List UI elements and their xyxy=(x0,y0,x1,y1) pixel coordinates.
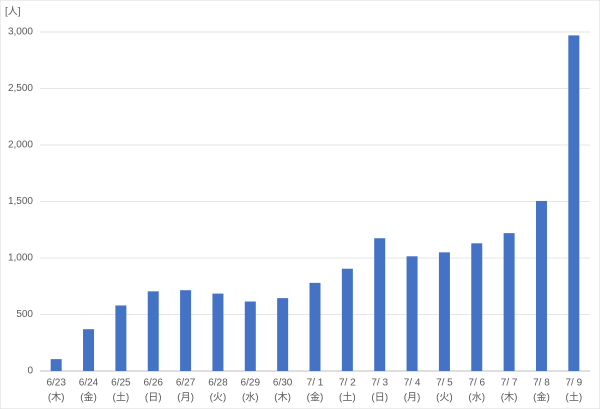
y-tick-label: 1,500 xyxy=(8,196,33,207)
bar xyxy=(180,290,192,371)
x-tick-label: 6/28 xyxy=(208,378,228,389)
x-tick-label: (月) xyxy=(177,392,194,404)
y-tick-label: 0 xyxy=(27,366,33,377)
x-tick-label: (木) xyxy=(48,392,65,404)
x-tick-label: (土) xyxy=(339,391,356,404)
y-tick-label: 2,500 xyxy=(8,83,33,94)
x-tick-label: (水) xyxy=(242,392,259,404)
x-tick-label: (金) xyxy=(80,391,97,404)
bar xyxy=(406,256,418,371)
y-tick-label: 3,000 xyxy=(8,27,33,38)
x-tick-label: 6/24 xyxy=(79,378,99,389)
x-tick-label: (月) xyxy=(404,392,421,404)
x-tick-label: 7/ 4 xyxy=(404,378,421,389)
bar xyxy=(309,282,321,371)
x-tick-label: 6/23 xyxy=(46,378,66,389)
x-tick-label: 6/25 xyxy=(111,378,131,389)
x-tick-label: 7/ 2 xyxy=(339,378,356,389)
x-tick-label: 7/ 1 xyxy=(307,378,324,389)
x-tick-label: 7/ 7 xyxy=(501,378,518,389)
x-tick-label: 7/ 6 xyxy=(468,378,485,389)
y-tick-label: 1,000 xyxy=(8,253,33,264)
bar xyxy=(535,200,547,371)
bar xyxy=(147,291,159,371)
y-axis-label: [人] xyxy=(5,6,21,18)
x-tick-label: 6/29 xyxy=(241,378,261,389)
x-tick-label: 6/30 xyxy=(273,378,293,389)
x-tick-label: (金) xyxy=(533,391,550,404)
bar xyxy=(244,301,256,371)
x-tick-label: 6/26 xyxy=(144,378,164,389)
x-tick-label: 6/27 xyxy=(176,378,196,389)
bar xyxy=(471,243,483,371)
x-tick-label: (木) xyxy=(501,392,518,404)
x-tick-label: (土) xyxy=(113,391,130,404)
x-tick-label: (日) xyxy=(371,393,388,404)
x-tick-label: (金) xyxy=(307,391,324,404)
x-tick-label: (火) xyxy=(436,392,453,404)
x-tick-label: 7/ 3 xyxy=(371,378,388,389)
x-tick-label: (水) xyxy=(468,392,485,404)
x-tick-label: (木) xyxy=(274,392,291,404)
bar xyxy=(438,252,450,371)
bar xyxy=(50,359,62,371)
x-tick-label: (日) xyxy=(145,393,162,404)
bar xyxy=(503,233,515,371)
x-tick-label: 7/ 9 xyxy=(565,378,582,389)
x-tick-label: 7/ 8 xyxy=(533,378,550,389)
bar xyxy=(277,298,289,371)
bar xyxy=(341,268,353,371)
bar xyxy=(115,305,127,371)
x-tick-label: (火) xyxy=(210,392,227,404)
y-tick-label: 2,000 xyxy=(8,140,33,151)
bar xyxy=(374,238,386,371)
y-tick-label: 500 xyxy=(16,309,33,320)
x-tick-label: (土) xyxy=(565,391,582,404)
bar xyxy=(568,35,580,371)
x-tick-label: 7/ 5 xyxy=(436,378,453,389)
bar xyxy=(83,329,95,371)
bar xyxy=(212,293,224,371)
